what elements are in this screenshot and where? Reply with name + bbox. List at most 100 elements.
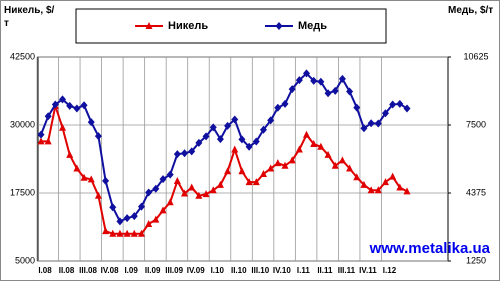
point-marker (259, 125, 267, 134)
point-marker (145, 188, 153, 197)
point-marker (403, 187, 411, 195)
point-marker (224, 167, 232, 175)
point-marker (44, 137, 52, 145)
point-marker (116, 229, 124, 237)
point-marker (94, 191, 102, 199)
point-marker (324, 150, 332, 158)
point-marker (353, 103, 361, 112)
point-marker (252, 137, 260, 146)
point-marker (166, 170, 174, 179)
y2-tick-label: 4375 (466, 187, 486, 197)
point-marker (303, 130, 311, 138)
point-marker (66, 101, 74, 110)
point-marker (145, 220, 153, 228)
point-marker (181, 189, 189, 197)
series-line (41, 102, 408, 235)
point-marker (166, 198, 174, 206)
x-tick-label: IV.08 (101, 266, 119, 275)
x-tick-label: II.10 (231, 266, 247, 275)
point-marker (173, 177, 181, 185)
point-marker (374, 119, 382, 128)
x-tick-label: II.09 (145, 266, 161, 275)
point-marker (310, 140, 318, 148)
x-tick-label: II.08 (59, 266, 75, 275)
x-tick-label: I.09 (124, 266, 138, 275)
x-tick-label: III.08 (79, 266, 97, 275)
point-marker (130, 229, 138, 237)
point-marker (188, 183, 196, 191)
point-marker (396, 99, 404, 108)
y-tick-label: 17500 (10, 187, 35, 197)
point-marker (231, 115, 239, 124)
point-marker (281, 99, 289, 108)
point-marker (231, 145, 239, 153)
y2-tick-label: 7500 (466, 119, 486, 129)
point-marker (245, 178, 253, 186)
y-tick-label: 42500 (10, 51, 35, 61)
point-marker (152, 215, 160, 223)
point-marker (245, 142, 253, 151)
point-marker (73, 164, 81, 172)
point-marker (331, 86, 339, 95)
point-marker (51, 100, 59, 109)
x-tick-label: III.10 (251, 266, 269, 275)
point-marker (87, 175, 95, 183)
point-marker (338, 74, 346, 83)
point-marker (360, 124, 368, 133)
point-marker (80, 101, 88, 110)
point-marker (130, 212, 138, 221)
point-marker (267, 116, 275, 125)
point-marker (137, 202, 145, 211)
point-marker (267, 164, 275, 172)
x-tick-label: I.11 (297, 266, 310, 275)
point-marker (173, 150, 181, 159)
point-marker (80, 173, 88, 181)
point-marker (159, 175, 167, 184)
point-marker (238, 135, 246, 144)
x-tick-label: IV.10 (273, 266, 291, 275)
point-marker (152, 184, 160, 193)
point-marker (209, 186, 217, 194)
series-line (40, 72, 408, 223)
point-marker (396, 183, 404, 191)
point-marker (73, 104, 81, 113)
point-marker (109, 229, 117, 237)
point-marker (238, 167, 246, 175)
x-tick-label: IV.09 (187, 266, 205, 275)
point-marker (116, 217, 124, 226)
point-marker (346, 87, 354, 96)
point-marker (403, 104, 411, 113)
y-axis-title: Никель, $/т (4, 5, 55, 29)
point-marker (59, 95, 67, 104)
y-tick-label: 5000 (15, 255, 35, 265)
point-marker (216, 135, 224, 144)
point-marker (331, 161, 339, 169)
point-marker (288, 156, 296, 164)
x-tick-label: I.12 (383, 266, 397, 275)
point-marker (288, 85, 296, 94)
point-marker (389, 172, 397, 180)
point-marker (66, 150, 74, 158)
point-marker (310, 76, 318, 85)
plot-area (37, 56, 449, 262)
point-marker (202, 132, 210, 141)
point-marker (317, 77, 325, 86)
point-marker (87, 118, 95, 127)
legend (75, 8, 387, 44)
point-marker (123, 214, 131, 223)
point-marker (94, 132, 102, 141)
point-marker (274, 159, 282, 167)
point-marker (381, 109, 389, 118)
point-marker (102, 176, 110, 185)
point-marker (123, 229, 131, 237)
point-marker (338, 156, 346, 164)
point-marker (188, 147, 196, 156)
x-tick-label: III.11 (338, 266, 356, 275)
x-tick-label: I.08 (38, 266, 52, 275)
y-tick-label: 30000 (10, 119, 35, 129)
x-tick-label: II.11 (317, 266, 333, 275)
point-marker (137, 229, 145, 237)
legend-marker (275, 22, 283, 30)
